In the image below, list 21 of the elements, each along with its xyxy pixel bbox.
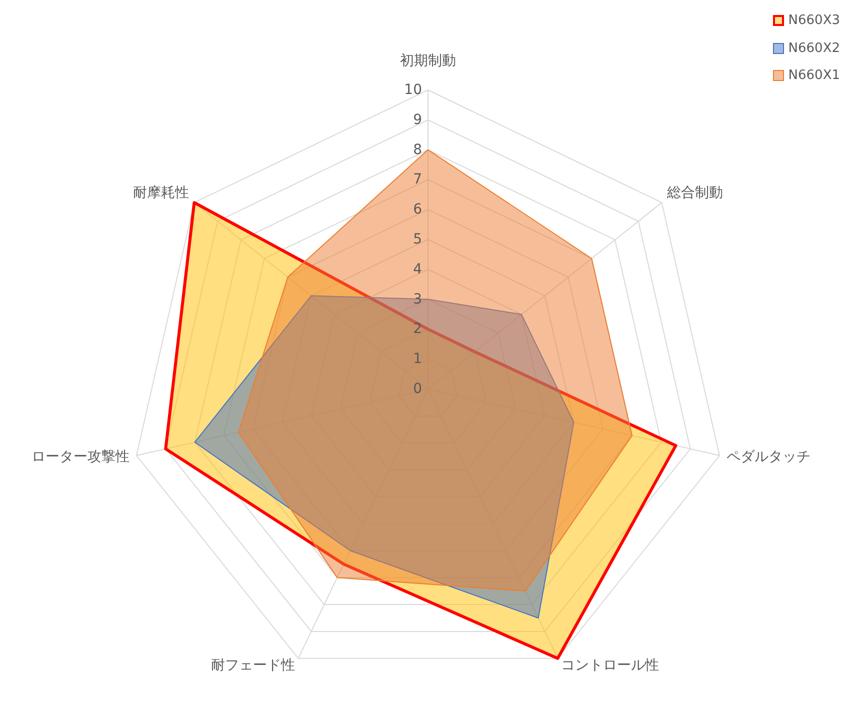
y-tick-label: 3 xyxy=(413,291,422,308)
spoke-label: 総合制動 xyxy=(666,185,724,202)
legend-label: N660X1 xyxy=(788,68,840,84)
spoke-label: 初期制動 xyxy=(400,53,456,69)
y-tick-label: 5 xyxy=(413,232,422,248)
y-tick-label: 10 xyxy=(404,82,422,98)
y-tick-label: 7 xyxy=(413,172,422,188)
y-tick-label: 0 xyxy=(413,381,422,397)
spoke-label: ローター攻撃性 xyxy=(32,449,130,466)
y-tick-label: 9 xyxy=(413,112,422,128)
legend-label: N660X2 xyxy=(788,40,840,56)
y-tick-label: 1 xyxy=(413,351,422,368)
legend-label: N660X3 xyxy=(788,13,840,28)
y-tick-label: 4 xyxy=(413,261,422,278)
y-tick-label: 6 xyxy=(413,202,422,218)
spoke-label: ペダルタッチ xyxy=(726,449,810,466)
y-tick-label: 2 xyxy=(413,321,422,338)
spoke-label: 耐フェード性 xyxy=(211,658,296,674)
spoke-label: 耐摩耗性 xyxy=(132,185,189,202)
spoke-label: コントロール性 xyxy=(560,658,659,674)
y-tick-label: 8 xyxy=(413,142,422,158)
